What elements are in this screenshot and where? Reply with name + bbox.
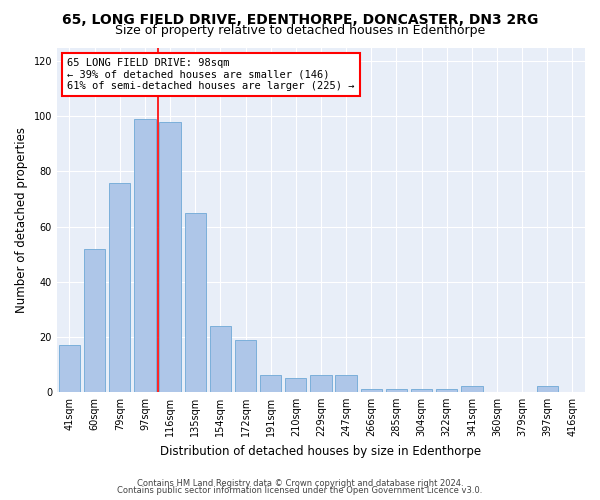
- Bar: [59, 345, 80, 392]
- Bar: [310, 376, 332, 392]
- Bar: [461, 386, 482, 392]
- Bar: [361, 389, 382, 392]
- Text: 65 LONG FIELD DRIVE: 98sqm
← 39% of detached houses are smaller (146)
61% of sem: 65 LONG FIELD DRIVE: 98sqm ← 39% of deta…: [67, 58, 355, 91]
- Bar: [134, 119, 155, 392]
- Bar: [209, 326, 231, 392]
- Bar: [84, 248, 106, 392]
- Bar: [109, 182, 130, 392]
- Bar: [386, 389, 407, 392]
- Text: Contains public sector information licensed under the Open Government Licence v3: Contains public sector information licen…: [118, 486, 482, 495]
- Bar: [411, 389, 432, 392]
- Bar: [285, 378, 307, 392]
- Bar: [160, 122, 181, 392]
- Bar: [335, 376, 357, 392]
- X-axis label: Distribution of detached houses by size in Edenthorpe: Distribution of detached houses by size …: [160, 444, 482, 458]
- Text: Size of property relative to detached houses in Edenthorpe: Size of property relative to detached ho…: [115, 24, 485, 37]
- Bar: [436, 389, 457, 392]
- Bar: [260, 376, 281, 392]
- Text: 65, LONG FIELD DRIVE, EDENTHORPE, DONCASTER, DN3 2RG: 65, LONG FIELD DRIVE, EDENTHORPE, DONCAS…: [62, 12, 538, 26]
- Bar: [235, 340, 256, 392]
- Y-axis label: Number of detached properties: Number of detached properties: [15, 126, 28, 312]
- Bar: [536, 386, 558, 392]
- Bar: [185, 213, 206, 392]
- Text: Contains HM Land Registry data © Crown copyright and database right 2024.: Contains HM Land Registry data © Crown c…: [137, 478, 463, 488]
